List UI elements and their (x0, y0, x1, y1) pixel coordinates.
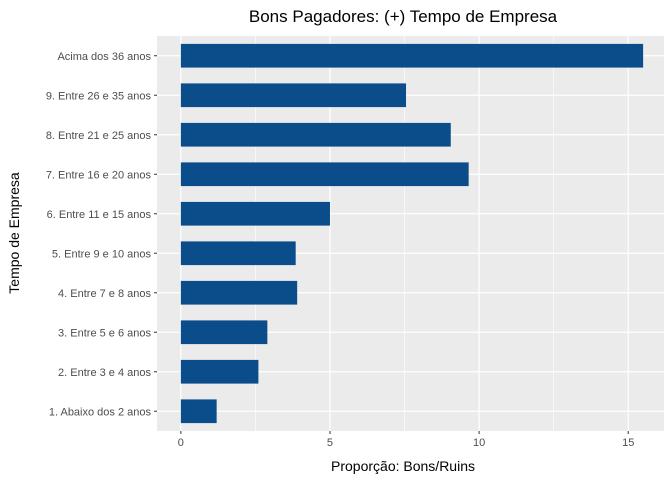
x-axis-title: Proporção: Bons/Ruins (331, 458, 475, 474)
bar (180, 43, 644, 68)
y-axis-title: Tempo de Empresa (6, 172, 22, 294)
bar (180, 83, 407, 108)
y-tick-label: 6. Entre 11 e 15 anos (47, 209, 152, 221)
y-tick-label: 5. Entre 9 e 10 anos (52, 248, 152, 260)
bar (180, 280, 298, 305)
bar (180, 122, 451, 147)
y-tick-label: 3. Entre 5 e 6 anos (58, 327, 151, 339)
bar (180, 241, 296, 266)
bar (180, 320, 268, 345)
y-tick-label: 8. Entre 21 e 25 anos (46, 130, 152, 142)
x-tick-label: 5 (327, 437, 333, 449)
y-axis-ticks: 1. Abaixo dos 2 anos 2. Entre 3 e 4 anos 3… (46, 51, 157, 418)
y-tick-label: 2. Entre 3 e 4 anos (58, 367, 151, 379)
bar (180, 201, 330, 226)
x-axis-ticks: 0 5 10 15 (178, 431, 634, 449)
y-tick-label: Acima dos 36 anos (57, 51, 151, 63)
bar (180, 359, 259, 384)
x-tick-label: 0 (178, 437, 184, 449)
bars (180, 43, 644, 424)
y-tick-label: 9. Entre 26 e 35 anos (46, 90, 152, 102)
y-tick-label: 1. Abaixo dos 2 anos (49, 406, 152, 418)
x-tick-label: 10 (473, 437, 485, 449)
y-tick-label: 4. Entre 7 e 8 anos (58, 288, 151, 300)
bar (180, 399, 217, 424)
x-tick-label: 15 (622, 437, 634, 449)
bar (180, 162, 469, 187)
chart-title: Bons Pagadores: (+) Tempo de Empresa (249, 7, 558, 26)
y-tick-label: 7. Entre 16 e 20 anos (46, 169, 152, 181)
